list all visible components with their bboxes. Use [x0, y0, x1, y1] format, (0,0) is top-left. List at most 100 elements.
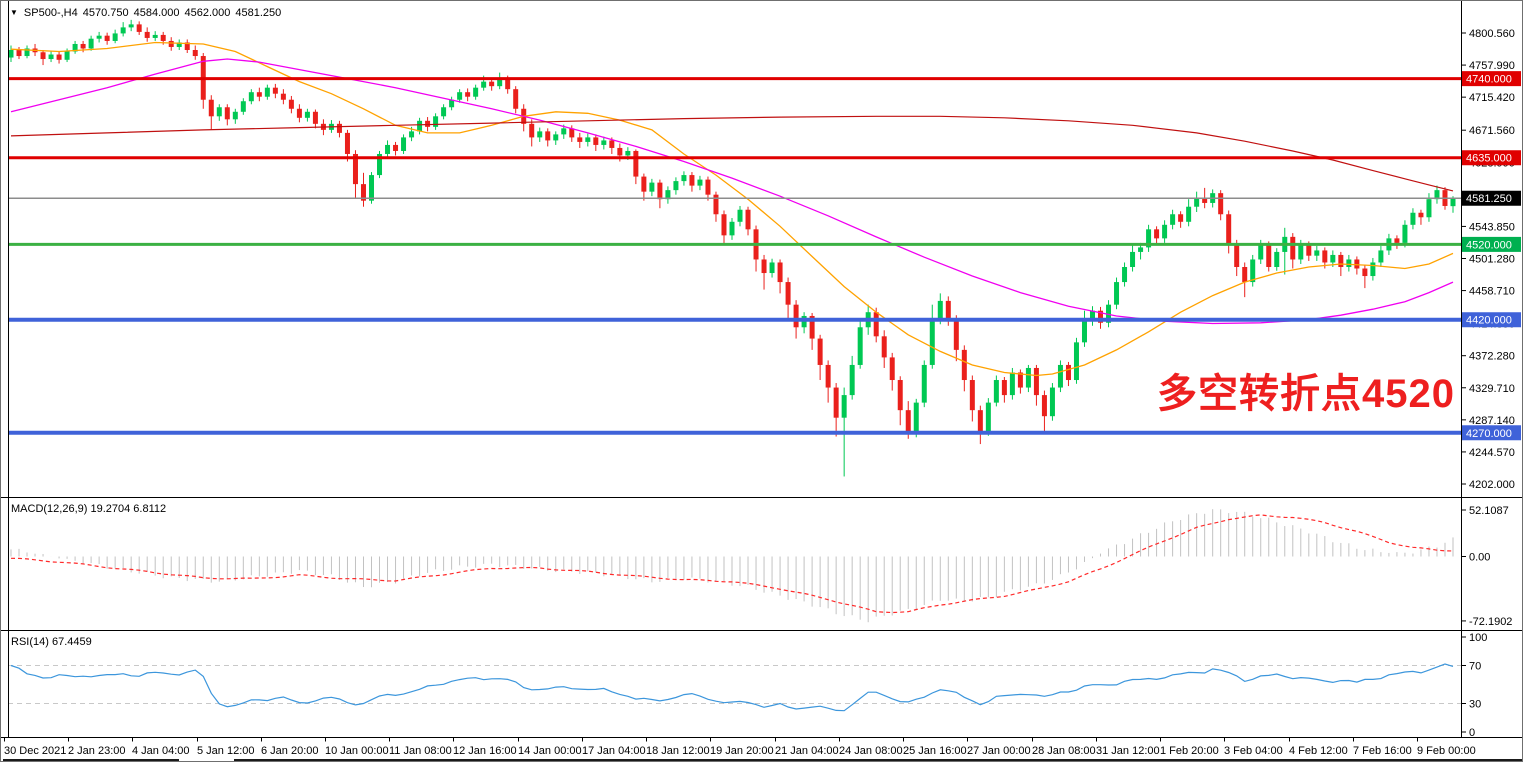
candle-body — [625, 150, 631, 156]
candle-body — [905, 410, 911, 433]
candle-body — [913, 402, 919, 433]
high-value: 4584.000 — [133, 7, 180, 19]
time-axis-label: 25 Jan 16:00 — [903, 745, 967, 757]
candle-body — [128, 24, 134, 28]
candle-body — [425, 120, 431, 127]
candle-body — [729, 221, 735, 236]
candle-body — [1194, 197, 1200, 207]
price-level-badge — [1462, 236, 1521, 252]
candle-body — [977, 410, 983, 432]
candle-body — [649, 182, 655, 192]
candle-body — [737, 209, 743, 222]
time-axis-label: 10 Jan 00:00 — [325, 745, 389, 757]
candle-body — [1146, 229, 1152, 248]
time-axis[interactable]: 30 Dec 2021 2 Jan 23:00 4 Jan 04:00 5 Jan 1… — [3, 737, 1522, 761]
candle-body — [232, 111, 238, 120]
time-axis-label: 18 Jan 12:00 — [646, 745, 710, 757]
candle-body — [529, 123, 535, 138]
candle-body — [1114, 282, 1120, 305]
candle-body — [24, 48, 30, 57]
time-axis-label: 21 Jan 04:00 — [775, 745, 839, 757]
candle-body — [961, 349, 967, 381]
candle-body — [969, 380, 975, 411]
candle-body — [689, 175, 695, 186]
candle-body — [224, 107, 230, 120]
price-axis-label: 4757.990 — [1469, 60, 1515, 72]
candle-body — [1041, 395, 1047, 417]
candle-body — [192, 49, 198, 57]
candle-body — [304, 111, 310, 118]
candle-body — [1258, 244, 1264, 260]
candle-body — [897, 380, 903, 411]
candle-body — [1154, 229, 1160, 239]
candle-body — [1418, 212, 1424, 218]
candle-body — [1338, 254, 1344, 267]
panel-frame — [1, 1, 1522, 738]
ma-mid-magenta — [10, 58, 1454, 325]
price-level-badge-text: 4635.000 — [1466, 153, 1512, 165]
candle-body — [785, 282, 791, 305]
candle-body — [1138, 247, 1144, 252]
candle-body — [104, 35, 110, 41]
candle-body — [617, 147, 623, 156]
candle-body — [1098, 310, 1104, 323]
time-axis-label: 6 Jan 20:00 — [261, 745, 319, 757]
time-axis-label: 11 Jan 08:00 — [389, 745, 452, 757]
price-level-badge — [1462, 150, 1521, 166]
candle-body — [953, 319, 959, 350]
time-axis-label: 19 Jan 20:00 — [710, 745, 774, 757]
candle-body — [1234, 244, 1240, 267]
candle-body — [72, 43, 78, 52]
candle-body — [152, 34, 158, 38]
candle-body — [393, 144, 399, 151]
annotation-text[interactable]: 多空转折点4520 — [1157, 372, 1455, 416]
candle-body — [665, 190, 671, 200]
candle-body — [761, 259, 767, 274]
candle-body — [208, 99, 214, 117]
price-axis-label: 4671.560 — [1469, 125, 1515, 137]
chart-title-bar: ▼ SP500-,H4 4570.750 4584.000 4562.000 4581.2… — [10, 6, 286, 20]
candle-body — [168, 40, 174, 47]
macd-axis-label: -72.1902 — [1469, 616, 1512, 628]
time-axis-label: 27 Jan 00:00 — [967, 745, 1031, 757]
candle-body — [457, 92, 463, 100]
candle-body — [48, 54, 54, 60]
candle-body — [16, 49, 22, 57]
candle-body — [1162, 224, 1168, 239]
candle-body — [1362, 268, 1368, 277]
price-level-badge — [1462, 190, 1521, 206]
candle-body — [64, 51, 70, 60]
candle-body — [817, 338, 823, 365]
chevron-down-icon[interactable]: ▼ — [10, 8, 18, 17]
candle-body — [1450, 198, 1456, 207]
candle-body — [809, 315, 815, 339]
candle-body — [1330, 254, 1336, 263]
candle-body — [833, 387, 839, 418]
candle-body — [144, 31, 150, 38]
candle-body — [1370, 262, 1376, 277]
candle-body — [1426, 199, 1432, 218]
candle-body — [377, 153, 383, 176]
candle-body — [1274, 251, 1280, 267]
candle-body — [1178, 214, 1184, 222]
price-level-badge-text: 4270.000 — [1466, 428, 1512, 440]
rsi-panel: 100 70 30 0 — [8, 632, 1487, 739]
candle-body — [1001, 380, 1007, 396]
candle-body — [937, 300, 943, 320]
candle-body — [1017, 372, 1023, 388]
candle-body — [280, 93, 286, 100]
price-axis-label: 4800.560 — [1469, 28, 1515, 40]
candle-body — [513, 89, 519, 109]
macd-axis-label: 52.1087 — [1469, 505, 1509, 517]
symbol-period-label: SP500-,H4 — [23, 7, 78, 19]
macd-axis-label: 0.00 — [1469, 552, 1490, 564]
candle-body — [873, 312, 879, 337]
candle-body — [1122, 266, 1128, 283]
candle-body — [1410, 212, 1416, 225]
candle-body — [1202, 197, 1208, 203]
candle-body — [609, 140, 615, 148]
candle-body — [633, 150, 639, 177]
candle-body — [1057, 364, 1063, 388]
